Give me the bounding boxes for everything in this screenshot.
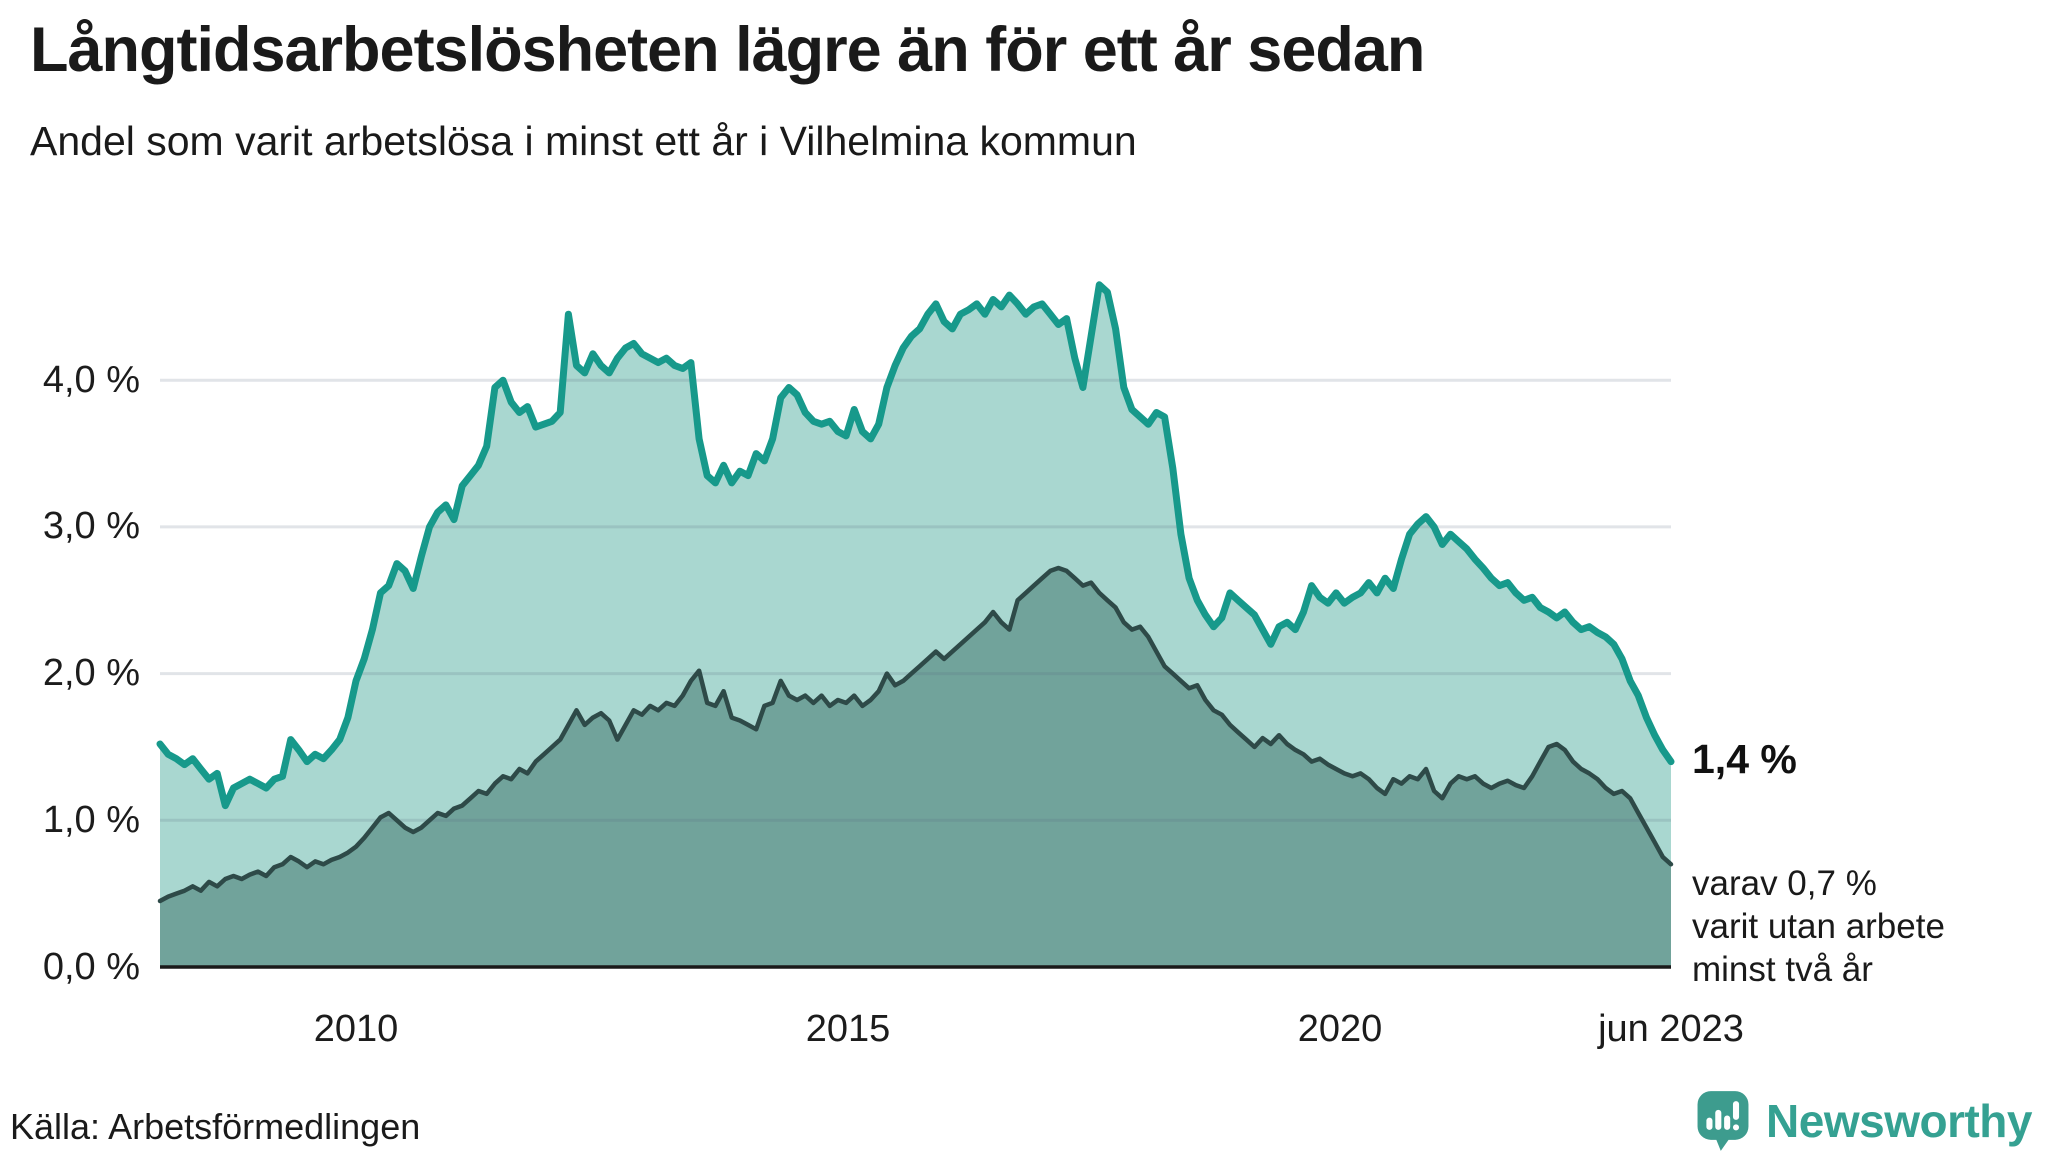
y-tick-2: 2,0 % [42,652,140,694]
x-tick-jun2023: jun 2023 [1598,1008,1744,1050]
y-tick-1: 1,0 % [42,799,140,841]
end-note-line-1: varav 0,7 % [1692,864,1877,903]
page-title: Långtidsarbetslösheten lägre än för ett … [30,15,1425,85]
series-1yr-line [156,281,1675,810]
series-2yr-line [157,565,1674,904]
y-tick-4: 4,0 % [42,359,140,401]
end-note: varav 0,7 % varit utan arbete minst två … [1692,862,1945,991]
x-tick-2015: 2015 [805,1008,891,1050]
chart-subtitle: Andel som varit arbetslösa i minst ett å… [30,118,1137,164]
y-tick-3: 3,0 % [42,505,140,547]
source-note: Källa: Arbetsförmedlingen [10,1106,421,1147]
end-value-label: 1,4 % [1692,736,1797,782]
newsworthy-brand: Newsworthy [1694,1090,2032,1152]
newsworthy-logo-icon [1694,1090,1752,1152]
y-tick-0: 0,0 % [42,946,140,988]
end-note-line-3: minst två år [1692,950,1873,989]
end-note-line-2: varit utan arbete [1692,907,1945,946]
x-tick-2010: 2010 [313,1008,399,1050]
x-tick-2020: 2020 [1297,1008,1383,1050]
series-2yr-area [160,568,1671,967]
brand-name: Newsworthy [1766,1095,2032,1147]
